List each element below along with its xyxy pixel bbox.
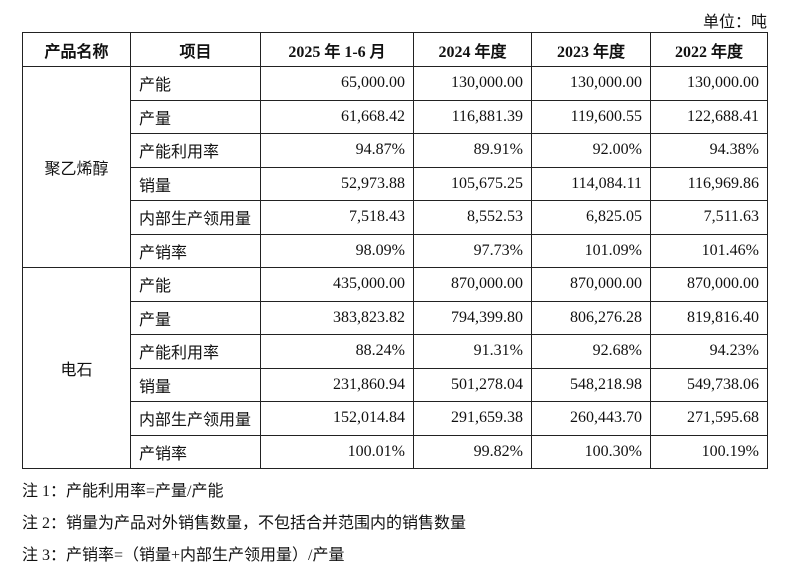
table-row: 聚乙烯醇 产能 65,000.00 130,000.00 130,000.00 130,0… xyxy=(22,66,768,268)
value-cell: 501,278.04 xyxy=(413,367,532,402)
value-cell: 8,552.53 xyxy=(413,200,532,235)
value-cell: 152,014.84 xyxy=(260,401,414,436)
value-cell: 94.87% xyxy=(260,133,414,168)
note: 注 1：产能利用率=产量/产能 xyxy=(22,483,224,500)
note: 注 2：销量为产品对外销售数量，不包括合并范围内的销售数量 xyxy=(22,515,467,532)
table-row: 内部生产领用量 152,014.84 291,659.38 260,443.70 271… xyxy=(23,401,768,436)
group-cell: 聚乙烯醇 xyxy=(22,66,131,268)
value-cell: 291,659.38 xyxy=(413,401,532,436)
value-cell: 271,595.68 xyxy=(650,401,768,436)
header-cell: 2023 年度 xyxy=(531,32,651,67)
value-cell: 231,860.94 xyxy=(260,367,414,402)
value-cell: 92.68% xyxy=(531,334,651,369)
value-cell: 92.00% xyxy=(531,133,651,168)
value-cell: 7,511.63 xyxy=(650,200,768,235)
value-cell: 122,688.41 xyxy=(650,99,768,134)
unit-label: 单位：吨 xyxy=(702,14,767,31)
value-cell: 794,399.80 xyxy=(413,300,532,335)
value-cell: 61,668.42 xyxy=(260,99,414,134)
item-cell: 产能利用率 xyxy=(130,334,261,369)
value-cell: 114,084.11 xyxy=(531,166,651,201)
value-cell: 88.24% xyxy=(260,334,414,369)
value-cell: 65,000.00 xyxy=(260,66,414,101)
value-cell: 101.46% xyxy=(650,233,768,268)
value-cell: 89.91% xyxy=(413,133,532,168)
item-cell: 销量 xyxy=(130,367,261,402)
table-row: 内部生产领用量 7,518.43 8,552.53 6,825.05 7,511.63 xyxy=(23,200,768,235)
value-cell: 435,000.00 xyxy=(260,267,414,302)
value-cell: 870,000.00 xyxy=(650,267,768,302)
value-cell: 100.19% xyxy=(650,434,768,469)
value-cell: 100.30% xyxy=(531,434,651,469)
item-cell: 内部生产领用量 xyxy=(130,401,261,436)
data-table: 产品名称 项目 2025 年 1-6 月 2024 年度 2023 年度 2022 年度 … xyxy=(22,32,768,469)
value-cell: 105,675.25 xyxy=(413,166,532,201)
item-cell: 内部生产领用量 xyxy=(130,200,261,235)
value-cell: 6,825.05 xyxy=(531,200,651,235)
header-cell: 2022 年度 xyxy=(650,32,768,67)
item-cell: 产销率 xyxy=(130,434,261,469)
value-cell: 91.31% xyxy=(413,334,532,369)
table-row: 产量 61,668.42 116,881.39 119,600.55 122,688.4… xyxy=(23,99,768,134)
value-cell: 130,000.00 xyxy=(650,66,768,101)
value-cell: 870,000.00 xyxy=(413,267,532,302)
header-row: 产品名称 项目 2025 年 1-6 月 2024 年度 2023 年度 2022 年度 xyxy=(22,32,768,67)
value-cell: 119,600.55 xyxy=(531,99,651,134)
value-cell: 99.82% xyxy=(413,434,532,469)
value-cell: 97.73% xyxy=(413,233,532,268)
value-cell: 98.09% xyxy=(260,233,414,268)
group-cell: 电石 xyxy=(22,267,131,469)
value-cell: 819,816.40 xyxy=(650,300,768,335)
item-cell: 产能 xyxy=(130,66,261,101)
notes: 注 1：产能利用率=产量/产能注 2：销量为产品对外销售数量，不包括合并范围内的… xyxy=(22,480,466,576)
table-row: 产量 383,823.82 794,399.80 806,276.28 819,816.… xyxy=(23,300,768,335)
value-cell: 549,738.06 xyxy=(650,367,768,402)
value-cell: 116,881.39 xyxy=(413,99,532,134)
value-cell: 116,969.86 xyxy=(650,166,768,201)
table-row: 产销率 98.09% 97.73% 101.09% 101.46% xyxy=(23,233,768,268)
value-cell: 101.09% xyxy=(531,233,651,268)
header-cell: 2025 年 1-6 月 xyxy=(260,32,414,67)
table-row: 电石 产能 435,000.00 870,000.00 870,000.00 870,00… xyxy=(22,267,768,469)
item-cell: 销量 xyxy=(130,166,261,201)
value-cell: 7,518.43 xyxy=(260,200,414,235)
value-cell: 548,218.98 xyxy=(531,367,651,402)
table-row: 产销率 100.01% 99.82% 100.30% 100.19% xyxy=(23,434,768,469)
item-cell: 产量 xyxy=(130,99,261,134)
table-row: 产能利用率 94.87% 89.91% 92.00% 94.38% xyxy=(23,133,768,168)
value-cell: 870,000.00 xyxy=(531,267,651,302)
table-row: 产能利用率 88.24% 91.31% 92.68% 94.23% xyxy=(23,334,768,369)
header-cell: 2024 年度 xyxy=(413,32,532,67)
value-cell: 94.38% xyxy=(650,133,768,168)
value-cell: 130,000.00 xyxy=(531,66,651,101)
header-cell: 产品名称 xyxy=(22,32,131,67)
value-cell: 260,443.70 xyxy=(531,401,651,436)
note: 注 3：产销率=（销量+内部生产领用量）/产量 xyxy=(22,547,345,564)
table-row: 销量 52,973.88 105,675.25 114,084.11 116,969.8… xyxy=(23,166,768,201)
value-cell: 806,276.28 xyxy=(531,300,651,335)
item-cell: 产销率 xyxy=(130,233,261,268)
item-cell: 产量 xyxy=(130,300,261,335)
item-cell: 产能 xyxy=(130,267,261,302)
header-cell: 项目 xyxy=(130,32,261,67)
item-cell: 产能利用率 xyxy=(130,133,261,168)
value-cell: 383,823.82 xyxy=(260,300,414,335)
value-cell: 100.01% xyxy=(260,434,414,469)
value-cell: 52,973.88 xyxy=(260,166,414,201)
value-cell: 94.23% xyxy=(650,334,768,369)
value-cell: 130,000.00 xyxy=(413,66,532,101)
table-row: 销量 231,860.94 501,278.04 548,218.98 549,738.… xyxy=(23,367,768,402)
